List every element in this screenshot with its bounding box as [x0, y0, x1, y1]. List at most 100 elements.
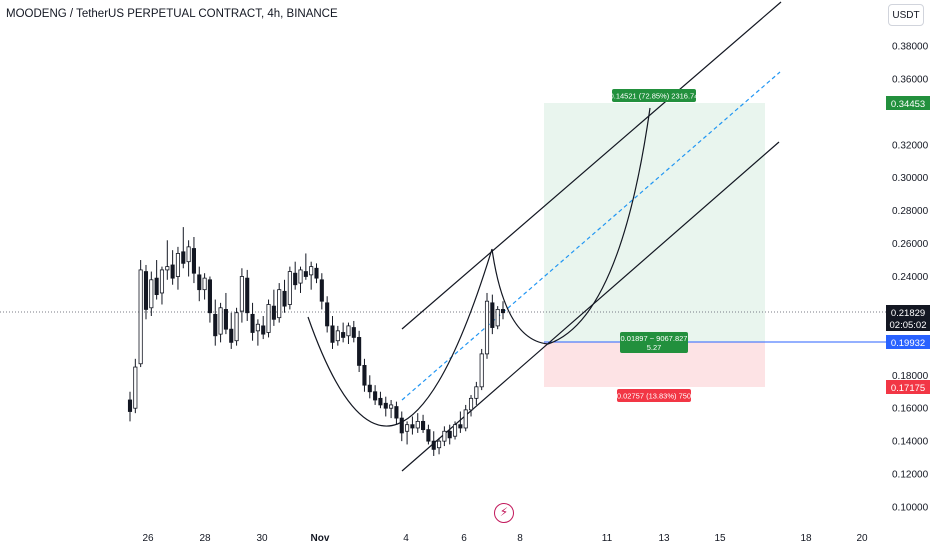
- candle-body[interactable]: [127, 399, 133, 412]
- candle-body[interactable]: [325, 302, 330, 327]
- candle-body[interactable]: [277, 289, 282, 319]
- candle-body[interactable]: [309, 266, 314, 276]
- projection-curve[interactable]: [547, 107, 651, 345]
- price-tick-label: 0.18000: [892, 371, 929, 382]
- candle-body[interactable]: [463, 409, 468, 429]
- candle-body[interactable]: [410, 424, 415, 429]
- candle-body[interactable]: [351, 327, 356, 338]
- currency-button[interactable]: USDT: [888, 4, 924, 26]
- price-tick-label: 0.30000: [892, 173, 929, 184]
- candle-body[interactable]: [490, 302, 495, 328]
- entry-label-line2: 5.27: [647, 343, 662, 352]
- candle-body[interactable]: [159, 269, 165, 294]
- candle-body[interactable]: [239, 276, 244, 312]
- candle-body[interactable]: [186, 246, 191, 263]
- time-tick-label: 8: [517, 533, 523, 544]
- candle-body[interactable]: [319, 279, 324, 302]
- candle-body[interactable]: [330, 325, 335, 343]
- time-tick-label: 20: [856, 533, 868, 544]
- candle-body[interactable]: [170, 264, 175, 279]
- candle-body[interactable]: [383, 402, 388, 409]
- candle-body[interactable]: [175, 253, 181, 277]
- candle-body[interactable]: [223, 309, 228, 330]
- candle-body[interactable]: [234, 312, 239, 342]
- candle-body[interactable]: [389, 404, 394, 409]
- candle-body[interactable]: [479, 353, 484, 388]
- candle-body[interactable]: [218, 307, 223, 335]
- candle-body[interactable]: [250, 313, 255, 333]
- candle-body[interactable]: [362, 365, 367, 386]
- stop-price-tag: [886, 380, 930, 394]
- candle-body[interactable]: [143, 271, 149, 310]
- candle-body[interactable]: [255, 323, 260, 332]
- price-tick-label: 0.28000: [892, 206, 929, 217]
- candle-body[interactable]: [287, 271, 292, 305]
- candle-body[interactable]: [138, 269, 143, 365]
- candle-body[interactable]: [405, 424, 410, 432]
- target-price-tag: [886, 96, 930, 110]
- candle-body[interactable]: [341, 332, 346, 338]
- candle-body[interactable]: [495, 309, 500, 327]
- candle-body[interactable]: [266, 304, 271, 333]
- candle-body[interactable]: [154, 277, 159, 296]
- candle-body[interactable]: [207, 279, 212, 314]
- candle-body[interactable]: [303, 271, 308, 277]
- time-tick-label: Nov: [311, 533, 330, 544]
- stop-label: 0.02757 (13.83%) 750: [617, 392, 691, 401]
- candle-body[interactable]: [399, 417, 404, 434]
- candle-body[interactable]: [458, 424, 463, 429]
- candle-body[interactable]: [261, 325, 266, 335]
- candle-body[interactable]: [335, 330, 340, 342]
- candle-body[interactable]: [452, 424, 458, 437]
- candle-body[interactable]: [346, 325, 351, 337]
- candle-body[interactable]: [426, 429, 431, 442]
- candle-body[interactable]: [437, 440, 442, 449]
- candle-body[interactable]: [415, 420, 420, 429]
- cup-curve[interactable]: [307, 248, 493, 427]
- candle-body[interactable]: [271, 305, 276, 320]
- candle-body[interactable]: [229, 328, 234, 343]
- candle-body[interactable]: [293, 272, 298, 286]
- candle-body[interactable]: [378, 397, 383, 406]
- candle-body[interactable]: [447, 430, 452, 439]
- candle-body[interactable]: [133, 366, 138, 409]
- price-tick-label: 0.38000: [892, 42, 929, 53]
- candle-body[interactable]: [202, 277, 207, 291]
- candle-body[interactable]: [213, 313, 218, 337]
- candle-body[interactable]: [165, 266, 170, 271]
- price-axis[interactable]: 0.380000.360000.340000.320000.300000.280…: [892, 42, 929, 514]
- price-tick-label: 0.16000: [892, 404, 929, 415]
- candle-body[interactable]: [373, 391, 378, 401]
- time-tick-label: 11: [602, 533, 613, 544]
- entry-label-line1: 0.01897 ~ 9067.827: [621, 334, 688, 343]
- candle-body[interactable]: [474, 386, 479, 399]
- candle-body[interactable]: [245, 277, 250, 314]
- candle-body[interactable]: [367, 384, 372, 393]
- spike-curve[interactable]: [491, 248, 549, 345]
- time-axis[interactable]: 26 28 30 Nov 4 6 8 11 13 15 18 20: [142, 533, 868, 544]
- time-tick-label: 18: [800, 533, 812, 544]
- candle-body[interactable]: [191, 248, 196, 274]
- price-tick-label: 0.32000: [892, 140, 929, 151]
- time-tick-label: 15: [714, 533, 726, 544]
- candle-body[interactable]: [468, 397, 474, 411]
- candle-body[interactable]: [314, 267, 319, 279]
- candle-body[interactable]: [149, 279, 154, 309]
- candle-body[interactable]: [282, 290, 287, 307]
- channel-upper-line[interactable]: [401, 1, 782, 330]
- candle-body[interactable]: [181, 251, 186, 264]
- candle-body[interactable]: [484, 300, 490, 355]
- candle-body[interactable]: [298, 269, 303, 284]
- candle-body[interactable]: [421, 420, 426, 431]
- candle-body[interactable]: [197, 274, 202, 291]
- candle-body[interactable]: [394, 406, 399, 419]
- lightning-icon[interactable]: ⚡: [494, 503, 514, 523]
- time-tick-label: 30: [256, 533, 268, 544]
- candle-body[interactable]: [357, 337, 362, 366]
- candle-body[interactable]: [442, 430, 447, 442]
- current-price-value: 0.21829: [891, 308, 925, 319]
- profit-zone: [544, 103, 765, 342]
- candle-body[interactable]: [500, 309, 506, 314]
- candle-body[interactable]: [431, 440, 436, 450]
